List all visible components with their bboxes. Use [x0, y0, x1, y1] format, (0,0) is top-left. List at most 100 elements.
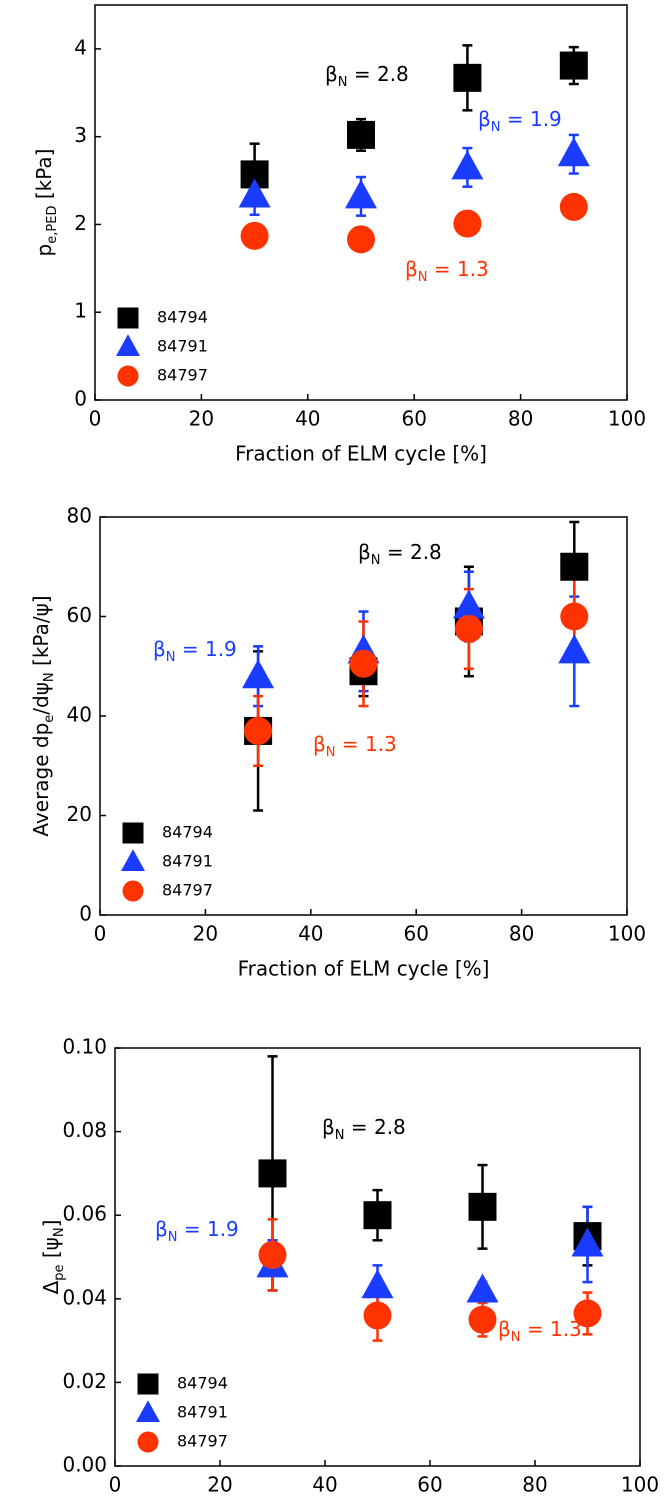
annotation: βN = 1.3: [498, 1317, 582, 1345]
legend-label: 84794: [177, 1374, 228, 1393]
annotation: βN = 1.9: [153, 637, 237, 665]
y-tick-label: 0: [79, 902, 92, 926]
legend-label: 84797: [177, 1432, 228, 1451]
marker-circle: [560, 602, 589, 631]
legend-marker: [122, 880, 144, 902]
annotation: βN = 1.9: [155, 1217, 239, 1245]
text-part: β: [325, 62, 338, 86]
legend-marker: [117, 307, 139, 329]
x-tick-label: 80: [508, 407, 533, 431]
y-tick-label: 0.10: [62, 1035, 107, 1059]
x-tick-label: 0: [89, 407, 102, 431]
y-tick-label: 0.04: [62, 1285, 107, 1309]
annotation: βN = 1.3: [313, 732, 397, 760]
x-tick-label: 0: [94, 922, 107, 946]
y-tick-label: 40: [67, 703, 92, 727]
text-part: = 2.8: [348, 62, 409, 86]
subscript: N: [335, 1128, 345, 1143]
marker-triangle: [452, 589, 485, 619]
legend-label: 84791: [157, 337, 208, 356]
x-tick-label: 20: [193, 922, 218, 946]
text-part: β: [478, 107, 491, 131]
marker-square: [559, 51, 588, 80]
plot-frame: [114, 1047, 641, 1467]
y-tick-label: 1: [74, 299, 87, 323]
plot-frame: [94, 4, 628, 401]
subscript: e,PED: [45, 206, 60, 244]
annotation: βN = 2.8: [358, 540, 442, 568]
y-axis-label: pe,PED [kPa]: [32, 149, 60, 257]
subscript: N: [168, 1230, 178, 1245]
marker-triangle: [238, 178, 271, 208]
marker-square: [258, 1159, 287, 1188]
x-tick-label: 80: [522, 1473, 547, 1497]
subscript: e: [42, 715, 57, 723]
marker-triangle: [558, 634, 591, 664]
text-part: p: [32, 244, 56, 257]
marker-triangle: [345, 179, 377, 209]
annotation: βN = 1.9: [478, 107, 562, 135]
y-axis-label: Δpe [ψN]: [39, 1220, 67, 1295]
legend-label: 84791: [177, 1403, 228, 1422]
marker-circle: [559, 192, 588, 221]
annotation: βN = 1.3: [405, 257, 489, 285]
text-part: = 1.3: [521, 1317, 582, 1341]
marker-square: [347, 120, 375, 149]
text-part: = 1.3: [336, 732, 397, 756]
legend-label: 84794: [162, 823, 213, 842]
marker-circle: [347, 225, 375, 254]
marker-square: [453, 63, 482, 92]
y-tick-label: 0.02: [62, 1369, 107, 1393]
y-tick-label: 80: [67, 504, 92, 528]
x-tick-label: 60: [401, 407, 426, 431]
text-part: β: [358, 540, 371, 564]
legend-marker: [116, 334, 140, 356]
subscript: N: [326, 745, 336, 760]
x-tick-label: 100: [608, 922, 646, 946]
marker-circle: [258, 1240, 287, 1269]
marker-square: [363, 1201, 392, 1230]
legend-marker: [122, 822, 144, 844]
marker-circle: [349, 649, 378, 678]
text-part: = 2.8: [345, 1115, 406, 1139]
text-part: = 1.9: [176, 637, 237, 661]
x-axis-label: Fraction of ELM cycle [%]: [235, 442, 487, 466]
marker-circle: [454, 614, 483, 643]
marker-triangle: [451, 150, 484, 180]
marker-triangle: [466, 1273, 499, 1303]
text-part: [ψ: [39, 1237, 63, 1264]
text-part: [kPa/ψ]: [29, 595, 53, 672]
legend-label: 84797: [162, 881, 213, 900]
x-axis-label: Fraction of ELM cycle [%]: [238, 957, 490, 981]
x-tick-label: 20: [189, 407, 214, 431]
text-part: β: [322, 1115, 335, 1139]
subscript: pe: [52, 1264, 67, 1280]
subscript: N: [42, 672, 57, 682]
marker-square: [560, 552, 589, 581]
text-part: [kPa]: [32, 149, 56, 206]
subscript: N: [371, 553, 381, 568]
legend-marker: [137, 1373, 159, 1395]
subscript: N: [511, 1330, 521, 1345]
y-tick-label: 2: [74, 211, 87, 235]
annotation: βN = 2.8: [325, 62, 409, 90]
legend-marker: [137, 1431, 159, 1453]
y-tick-label: 0.06: [62, 1202, 107, 1226]
x-tick-label: 60: [403, 922, 428, 946]
subscript: N: [52, 1227, 67, 1237]
text-part: Average dp: [29, 723, 53, 837]
text-part: = 1.9: [501, 107, 562, 131]
text-part: /dψ: [29, 682, 53, 715]
legend-label: 84791: [162, 852, 213, 871]
x-tick-label: 40: [295, 407, 320, 431]
annotation: βN = 2.8: [322, 1115, 406, 1143]
marker-circle: [244, 716, 273, 745]
y-tick-label: 0: [74, 387, 87, 411]
marker-circle: [363, 1301, 392, 1330]
marker-circle: [468, 1305, 497, 1334]
marker-circle: [453, 209, 482, 238]
x-tick-label: 60: [417, 1473, 442, 1497]
text-part: β: [155, 1217, 168, 1241]
y-tick-label: 20: [67, 802, 92, 826]
